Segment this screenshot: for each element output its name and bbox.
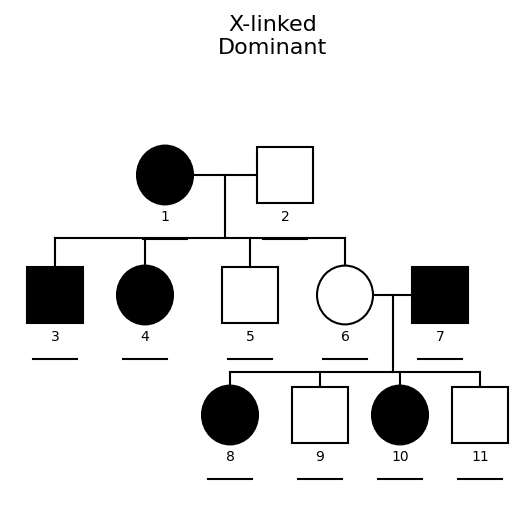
- Ellipse shape: [317, 266, 373, 324]
- Text: 2: 2: [281, 210, 289, 224]
- Text: 9: 9: [315, 450, 324, 464]
- Text: 1: 1: [160, 210, 169, 224]
- Ellipse shape: [137, 146, 193, 204]
- Text: 7: 7: [435, 330, 444, 344]
- Bar: [27, 267, 83, 323]
- Bar: [222, 267, 278, 323]
- Text: 11: 11: [471, 450, 489, 464]
- Ellipse shape: [117, 266, 173, 324]
- Ellipse shape: [202, 386, 258, 444]
- Text: 8: 8: [225, 450, 234, 464]
- Bar: [257, 147, 313, 203]
- Text: 3: 3: [51, 330, 59, 344]
- Text: 5: 5: [246, 330, 254, 344]
- Text: X-linked
Dominant: X-linked Dominant: [218, 15, 327, 58]
- Bar: [292, 387, 348, 443]
- Text: 10: 10: [391, 450, 409, 464]
- Text: 6: 6: [341, 330, 350, 344]
- Text: 4: 4: [140, 330, 149, 344]
- Ellipse shape: [372, 386, 428, 444]
- Bar: [412, 267, 468, 323]
- Bar: [452, 387, 508, 443]
